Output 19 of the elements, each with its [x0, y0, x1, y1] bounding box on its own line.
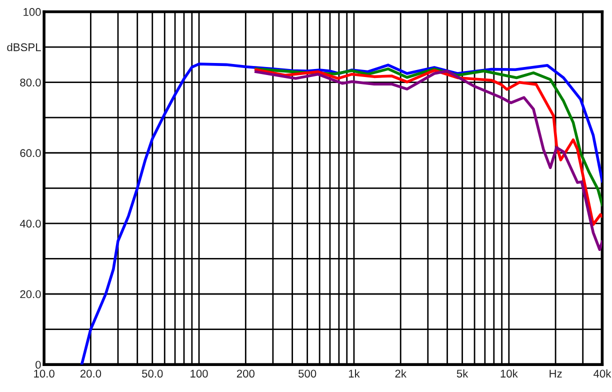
x-tick-label: 5k — [456, 369, 468, 378]
x-tick-label: 40k — [594, 369, 612, 378]
x-tick-label: 20.0 — [80, 370, 102, 378]
y-tick-label: 20.0 — [20, 290, 41, 298]
x-tick-label: 50.0 — [142, 370, 163, 378]
y-tick-label: 100 — [24, 8, 41, 16]
x-tick-label: 100 — [190, 370, 208, 378]
y-tick-label: 60.0 — [20, 149, 41, 158]
y-tick-label: 80.0 — [20, 78, 41, 86]
y-tick-label: 0 — [36, 360, 41, 369]
x-tick-label: 1k — [348, 369, 360, 378]
x-tick-label: 10k — [500, 369, 518, 378]
y-tick-label: 40.0 — [20, 220, 41, 228]
x-tick-label: 2k — [395, 369, 406, 378]
x-tick-label: 200 — [236, 370, 254, 378]
x-tick-label: 10.0 — [34, 370, 54, 378]
y-tick-label: dBSPL — [7, 43, 41, 52]
x-tick-label: Hz — [550, 370, 562, 378]
x-tick-label: 500 — [298, 370, 316, 378]
